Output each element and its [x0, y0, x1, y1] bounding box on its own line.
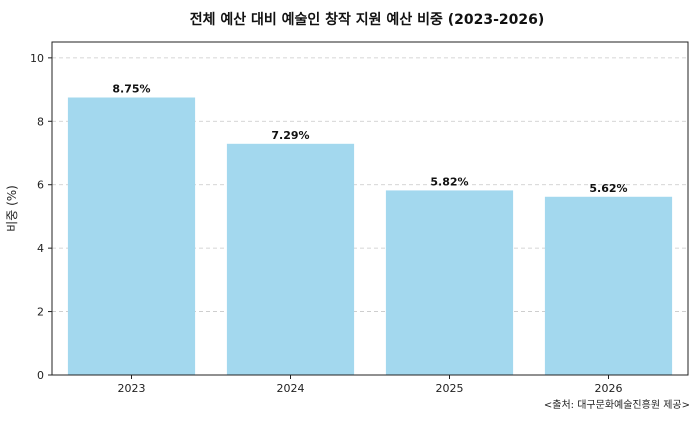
- data-label: 5.62%: [589, 182, 627, 195]
- bar-2023: [67, 97, 196, 375]
- y-axis-ticks: 0 2 4 6 8 10: [30, 52, 52, 382]
- data-labels: 8.75% 7.29% 5.82% 5.62%: [112, 83, 627, 195]
- y-tick-label: 4: [37, 242, 44, 255]
- x-tick-label: 2024: [277, 382, 305, 395]
- chart-title: 전체 예산 대비 예술인 창작 지원 예산 비중 (2023-2026): [190, 11, 545, 28]
- bars: [67, 97, 673, 375]
- y-tick-label: 10: [30, 52, 44, 65]
- y-axis-label: 비중 (%): [5, 185, 19, 232]
- x-tick-label: 2026: [595, 382, 623, 395]
- data-label: 8.75%: [112, 83, 150, 96]
- plot-frame: [51, 41, 689, 376]
- y-tick-label: 6: [37, 179, 44, 192]
- x-axis-ticks: 2023 2024 2025 2026: [118, 375, 623, 395]
- x-tick-label: 2025: [436, 382, 464, 395]
- bar-2025: [385, 190, 514, 375]
- data-label: 5.82%: [430, 175, 468, 188]
- bar-2026: [544, 196, 673, 375]
- source-note: <출처: 대구문화예술진흥원 제공>: [544, 398, 690, 411]
- y-tick-label: 0: [37, 369, 44, 382]
- bar-2024: [226, 143, 355, 375]
- y-tick-label: 2: [37, 306, 44, 319]
- y-tick-label: 8: [37, 115, 44, 128]
- x-tick-label: 2023: [118, 382, 146, 395]
- data-label: 7.29%: [271, 129, 309, 142]
